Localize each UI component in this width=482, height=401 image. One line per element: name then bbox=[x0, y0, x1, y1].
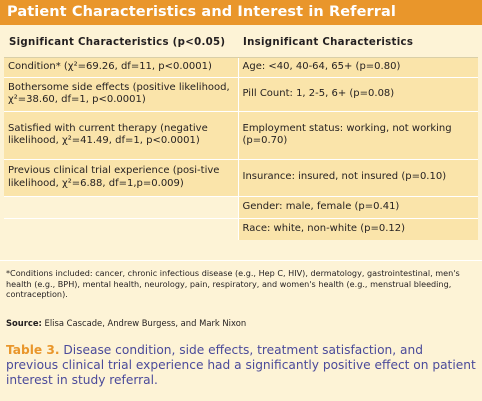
characteristics-table: Significant Characteristics (p<0.05) Ins… bbox=[4, 35, 478, 240]
table-row: Gender: male, female (p=0.41) bbox=[4, 196, 478, 219]
significant-header: Significant Characteristics (p<0.05) bbox=[4, 35, 238, 58]
table-row: Previous clinical trial experience (posi… bbox=[4, 159, 478, 197]
significant-cell: Previous clinical trial experience (posi… bbox=[4, 159, 239, 197]
significant-cell: Bothersome side effects (positive likeli… bbox=[4, 77, 239, 112]
source-label: Source: bbox=[6, 318, 42, 328]
insignificant-cell: Pill Count: 1, 2-5, 6+ (p=0.08) bbox=[238, 77, 478, 112]
table-caption: Table 3. Disease condition, side effects… bbox=[6, 343, 478, 388]
source-line: Source: Elisa Cascade, Andrew Burgess, a… bbox=[6, 318, 246, 328]
caption-text: Disease condition, side effects, treatme… bbox=[6, 343, 476, 387]
table-header-row: Significant Characteristics (p<0.05) Ins… bbox=[4, 35, 478, 58]
insignificant-header: Insignificant Characteristics bbox=[238, 35, 478, 58]
significant-cell bbox=[4, 196, 239, 219]
footnote-divider bbox=[0, 260, 482, 261]
table-banner-title: Patient Characteristics and Interest in … bbox=[0, 0, 482, 25]
caption-lead: Table 3. bbox=[6, 343, 60, 357]
insignificant-cell: Employment status: working, not working … bbox=[238, 111, 478, 160]
table-row: Race: white, non-white (p=0.12) bbox=[4, 218, 478, 240]
table-row: Satisfied with current therapy (negative… bbox=[4, 111, 478, 160]
insignificant-cell: Insurance: insured, not insured (p=0.10) bbox=[238, 159, 478, 197]
table-row: Bothersome side effects (positive likeli… bbox=[4, 77, 478, 112]
insignificant-cell: Age: <40, 40-64, 65+ (p=0.80) bbox=[238, 57, 478, 78]
insignificant-cell: Race: white, non-white (p=0.12) bbox=[238, 218, 478, 240]
significant-cell: Satisfied with current therapy (negative… bbox=[4, 111, 239, 160]
source-authors: Elisa Cascade, Andrew Burgess, and Mark … bbox=[44, 318, 247, 328]
insignificant-cell: Gender: male, female (p=0.41) bbox=[238, 196, 478, 219]
conditions-footnote: *Conditions included: cancer, chronic in… bbox=[6, 268, 460, 299]
table-row: Condition* (χ²=69.26, df=11, p<0.0001) A… bbox=[4, 57, 478, 78]
significant-cell: Condition* (χ²=69.26, df=11, p<0.0001) bbox=[4, 57, 239, 78]
significant-cell bbox=[4, 218, 239, 240]
